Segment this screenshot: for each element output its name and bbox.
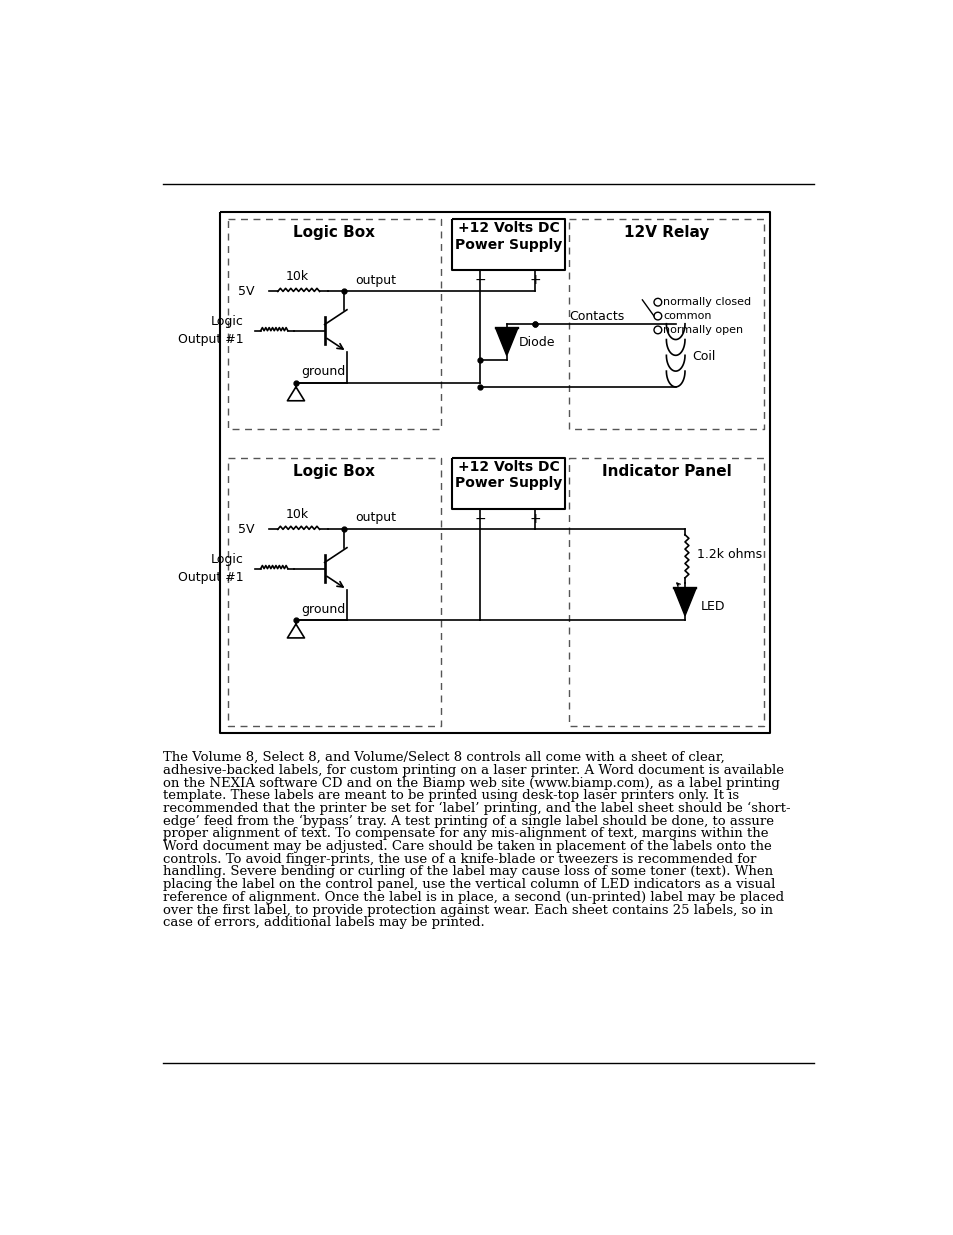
Text: reference of alignment. Once the label is in place, a second (un-printed) label : reference of alignment. Once the label i… [163, 890, 783, 904]
Polygon shape [673, 588, 696, 616]
Text: Output #1: Output #1 [177, 571, 243, 584]
Text: +: + [529, 511, 540, 526]
Text: handling. Severe bending or curling of the label may cause loss of some toner (t: handling. Severe bending or curling of t… [163, 866, 773, 878]
Text: output: output [355, 274, 396, 287]
Text: ground: ground [301, 364, 345, 378]
Text: Diode: Diode [517, 336, 555, 348]
Text: edge’ feed from the ‘bypass’ tray. A test printing of a single label should be d: edge’ feed from the ‘bypass’ tray. A tes… [163, 815, 774, 827]
Text: Logic Box: Logic Box [293, 464, 375, 479]
Text: on the NEXIA software CD and on the Biamp web site (www.biamp.com), as a label p: on the NEXIA software CD and on the Biam… [163, 777, 780, 789]
Text: adhesive-backed labels, for custom printing on a laser printer. A Word document : adhesive-backed labels, for custom print… [163, 763, 783, 777]
Text: recommended that the printer be set for ‘label’ printing, and the label sheet sh: recommended that the printer be set for … [163, 802, 790, 815]
Text: Logic: Logic [211, 315, 243, 329]
Text: Indicator Panel: Indicator Panel [601, 464, 731, 479]
Text: 12V Relay: 12V Relay [623, 225, 708, 240]
Text: Word document may be adjusted. Care should be taken in placement of the labels o: Word document may be adjusted. Care shou… [163, 840, 771, 853]
Text: −: − [474, 511, 486, 526]
Text: +12 Volts DC
Power Supply: +12 Volts DC Power Supply [455, 221, 561, 252]
Text: proper alignment of text. To compensate for any mis-alignment of text, margins w: proper alignment of text. To compensate … [163, 827, 768, 840]
Text: Logic Box: Logic Box [293, 225, 375, 240]
Text: 10k: 10k [286, 270, 309, 283]
Text: 10k: 10k [286, 508, 309, 521]
Text: 5V: 5V [238, 522, 254, 536]
Text: output: output [355, 511, 396, 524]
Text: case of errors, additional labels may be printed.: case of errors, additional labels may be… [163, 916, 485, 929]
Text: Coil: Coil [692, 350, 716, 363]
Text: Contacts: Contacts [569, 310, 624, 322]
Text: ground: ground [301, 603, 345, 615]
Text: 1.2k ohms: 1.2k ohms [696, 548, 760, 561]
Text: over the first label, to provide protection against wear. Each sheet contains 25: over the first label, to provide protect… [163, 904, 773, 916]
Text: controls. To avoid finger-prints, the use of a knife-blade or tweezers is recomm: controls. To avoid finger-prints, the us… [163, 852, 756, 866]
Text: normally closed: normally closed [662, 298, 751, 308]
Text: −: − [474, 273, 486, 287]
Text: The Volume 8, Select 8, and Volume/Select 8 controls all come with a sheet of cl: The Volume 8, Select 8, and Volume/Selec… [163, 751, 724, 764]
Polygon shape [496, 329, 517, 356]
Text: template. These labels are meant to be printed using desk-top laser printers onl: template. These labels are meant to be p… [163, 789, 739, 803]
Text: 5V: 5V [238, 285, 254, 298]
Text: Output #1: Output #1 [177, 333, 243, 346]
Text: Logic: Logic [211, 553, 243, 567]
Text: common: common [662, 311, 711, 321]
Text: LED: LED [700, 600, 724, 613]
Text: +: + [529, 273, 540, 287]
Text: placing the label on the control panel, use the vertical column of LED indicator: placing the label on the control panel, … [163, 878, 775, 892]
Text: +12 Volts DC
Power Supply: +12 Volts DC Power Supply [455, 461, 561, 490]
Text: normally open: normally open [662, 325, 742, 335]
